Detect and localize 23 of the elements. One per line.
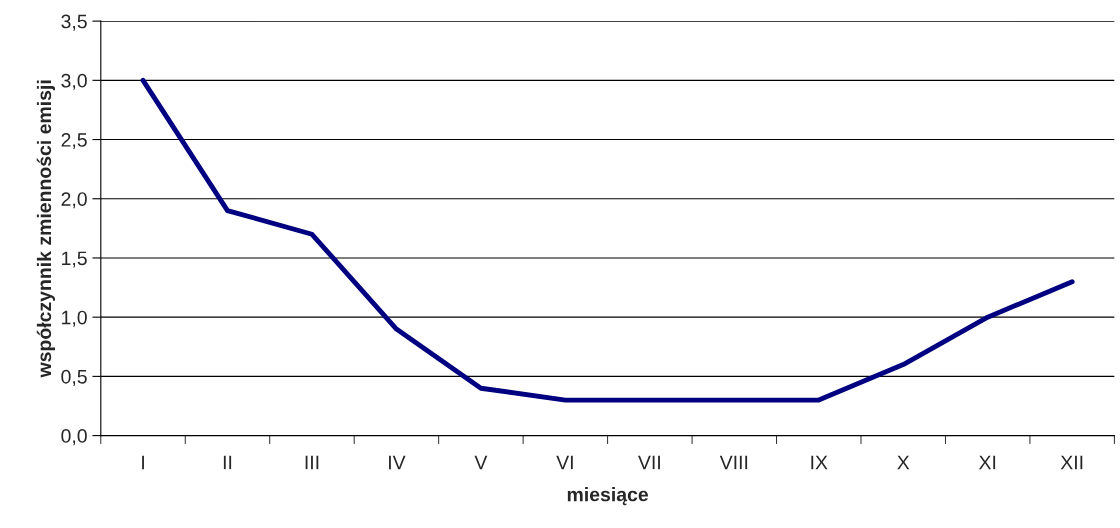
line-series xyxy=(140,77,1075,403)
x-tick-label: XII xyxy=(1060,455,1083,470)
y-tick-label: 3,5 xyxy=(61,14,87,31)
y-tick-label: 3,0 xyxy=(61,73,87,90)
y-axis-title: współczynnik zmienności emisji xyxy=(36,80,56,378)
x-tick-label: VIII xyxy=(719,455,748,470)
x-tick-label: VII xyxy=(638,455,660,470)
y-tick-label: 1,0 xyxy=(62,310,87,327)
x-tick-label: I xyxy=(142,455,144,470)
y-tick-label: 0,0 xyxy=(61,429,87,446)
x-tick-label: IV xyxy=(389,455,406,470)
y-tick-label: 2,5 xyxy=(61,133,87,150)
y-tick-label: 1,5 xyxy=(62,251,87,268)
x-tick-label: V xyxy=(474,455,488,470)
x-tick-label: X xyxy=(897,455,910,470)
y-tick-label: 2,0 xyxy=(61,192,87,209)
x-axis-title: miesiące xyxy=(567,487,649,506)
y-tick-label: 0,5 xyxy=(61,369,87,386)
x-tick-label: IX xyxy=(811,455,828,470)
x-tick-label: III xyxy=(305,455,319,470)
x-tick-label: XI xyxy=(978,455,996,470)
x-tick-label: VI xyxy=(556,455,573,470)
x-tick-label: II xyxy=(223,455,232,470)
